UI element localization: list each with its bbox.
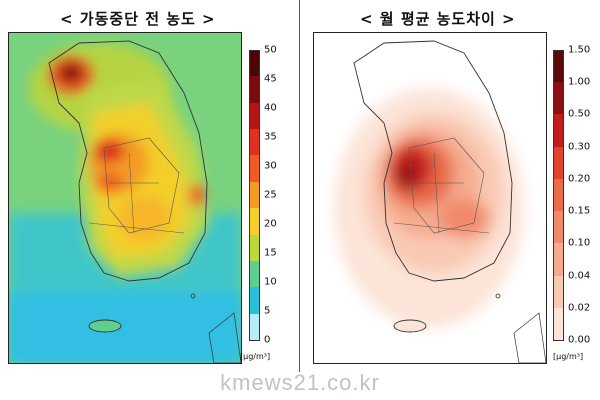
right_panel-legend-tick-label: 0.04 — [568, 270, 591, 282]
right_panel-legend-swatch — [553, 82, 564, 115]
watermark: kmews21.co.kr — [220, 370, 380, 395]
left-map-svg — [9, 33, 241, 363]
right_panel-legend-swatch — [553, 275, 564, 308]
right_panel-legend-tick-label: 0.10 — [568, 237, 591, 249]
left_panel-legend-swatch — [249, 155, 260, 182]
right_panel-legend-tick-label: 0.30 — [568, 141, 591, 153]
left_panel-legend-swatch — [249, 208, 260, 235]
right-map — [313, 32, 547, 364]
left-map — [8, 32, 242, 364]
left_panel-legend-swatch — [249, 313, 260, 341]
left-unit-label: [μg/m³] — [240, 352, 271, 361]
right_panel-legend-swatch — [553, 211, 564, 244]
left_panel-legend-tick-label: 35 — [264, 131, 277, 143]
left_panel-legend-tick-label: 15 — [264, 247, 277, 259]
right_panel-legend-tick-label: 0.00 — [568, 334, 591, 346]
right_panel-legend-tick-label: 1.00 — [568, 76, 591, 88]
left_panel-legend-tick-label: 5 — [264, 305, 271, 317]
left_panel-legend-swatch — [249, 181, 260, 209]
left_panel-legend-tick-label: 25 — [264, 189, 277, 201]
right-unit-label: [μg/m³] — [553, 352, 584, 361]
left_panel-legend-tick-label: 0 — [264, 334, 271, 346]
right_panel-legend-tick-label: 1.50 — [568, 44, 591, 56]
left_panel-legend-tick-label: 10 — [264, 276, 277, 288]
left_panel-legend-swatch — [249, 76, 260, 103]
left_panel-legend-swatch — [249, 234, 260, 261]
right_panel-legend-swatch — [553, 307, 564, 341]
right_panel-legend-tick-label: 0.15 — [568, 205, 591, 217]
left_panel-legend-tick-label: 45 — [264, 73, 277, 85]
right_panel-legend-tick-label: 0.02 — [568, 302, 591, 314]
right_panel-legend-swatch — [553, 146, 564, 179]
left_panel-legend-tick-label: 40 — [264, 102, 277, 114]
left_panel-legend-tick-label: 50 — [264, 44, 277, 56]
left_panel-legend-tick-label: 30 — [264, 160, 277, 172]
panel-divider — [299, 0, 300, 372]
left_panel-legend-tick-label: 20 — [264, 218, 277, 230]
left_panel-legend-swatch — [249, 287, 260, 314]
right_panel-legend-swatch — [553, 50, 564, 84]
right_panel-legend-swatch — [553, 114, 564, 147]
right_panel-legend-tick-label: 0.50 — [568, 108, 591, 120]
right_panel-legend-tick-label: 0.20 — [568, 173, 591, 185]
left-panel-title: < 가동중단 전 농도 > — [60, 10, 216, 28]
left_panel-legend-swatch — [249, 50, 260, 78]
right-panel-title: < 월 평균 농도차이 > — [360, 10, 516, 28]
right-map-svg — [314, 33, 546, 363]
left_panel-legend-swatch — [249, 102, 260, 130]
left_panel-legend-swatch — [249, 129, 260, 156]
right_panel-legend-swatch — [553, 243, 564, 276]
right_panel-legend-swatch — [553, 178, 564, 212]
left_panel-legend-swatch — [249, 260, 260, 288]
